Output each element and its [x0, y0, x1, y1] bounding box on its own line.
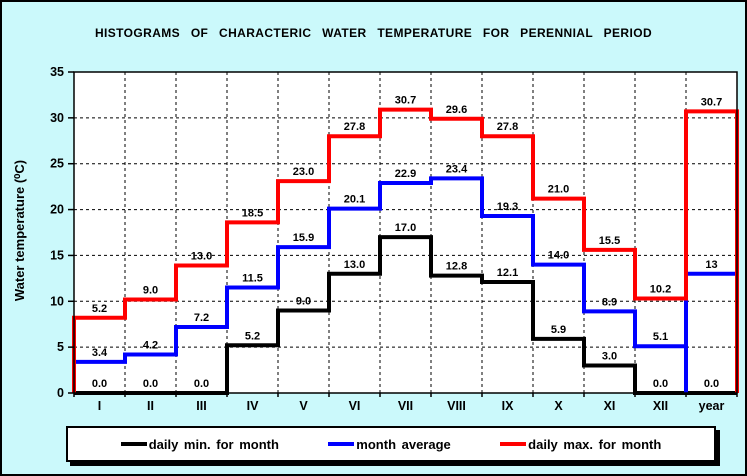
chart-title: HISTOGRAMS OF CHARACTERIC WATER TEMPERAT…	[94, 26, 653, 40]
series-path-month-average	[74, 176, 737, 364]
x-tick-label: I	[98, 399, 101, 413]
value-label: 3.4	[92, 347, 108, 359]
y-tick-label: 30	[50, 111, 64, 125]
value-label: 14.0	[548, 250, 569, 262]
value-label: 0.0	[92, 378, 107, 390]
value-label: 13.0	[191, 251, 212, 263]
value-label: 19.3	[497, 201, 518, 213]
value-label: 17.0	[395, 222, 416, 234]
value-label: 13.0	[344, 259, 365, 271]
value-label: 20.1	[344, 194, 365, 206]
value-label: 22.9	[395, 168, 416, 180]
x-tick-label: year	[699, 399, 725, 413]
plot-frame	[73, 71, 738, 394]
value-label: 0.0	[704, 378, 719, 390]
x-tick-label: X	[554, 399, 563, 413]
value-label: 13	[705, 259, 717, 271]
y-tick-label: 15	[50, 248, 64, 262]
value-label: 15.5	[599, 235, 620, 247]
value-label: 0.0	[653, 378, 668, 390]
value-label: 0.0	[143, 378, 158, 390]
value-label: 15.9	[293, 232, 314, 244]
legend-label-daily-min: daily min. for month	[148, 436, 279, 452]
value-label: 9.0	[296, 295, 311, 307]
value-label: 23.0	[293, 166, 314, 178]
x-tick-label: VI	[349, 399, 361, 413]
legend-entry-daily-max: daily max. for month	[500, 437, 661, 452]
series-path-daily-max-for-month	[72, 107, 739, 393]
x-tick-label: IX	[502, 399, 514, 413]
value-label: 8.9	[602, 296, 617, 308]
series-path-daily-min-for-month	[74, 235, 737, 395]
legend-entry-daily-min: daily min. for month	[120, 436, 279, 452]
value-label: 0.0	[194, 378, 209, 390]
plot-area	[74, 72, 737, 393]
value-label: 10.2	[650, 284, 671, 296]
y-tick-label: 5	[57, 340, 64, 354]
value-label: 23.4	[446, 163, 468, 175]
y-tick-label: 35	[50, 65, 64, 79]
daily-min-line-swatch-icon	[120, 442, 147, 446]
value-label: 4.2	[143, 339, 158, 351]
y-tick-label: 25	[50, 157, 64, 171]
y-tick-label: 0	[57, 386, 64, 400]
x-tick-label: II	[147, 399, 154, 413]
value-label: 12.1	[497, 267, 518, 279]
value-label: 27.8	[497, 121, 518, 133]
y-tick-label: 10	[50, 294, 64, 308]
value-label: 5.2	[245, 330, 260, 342]
x-tick-label: IV	[247, 399, 259, 413]
value-label: 5.9	[551, 324, 566, 336]
daily-max-line-swatch-icon	[500, 442, 527, 446]
value-label: 12.8	[446, 261, 467, 273]
legend-entry-month-average: month average	[328, 436, 451, 452]
x-tick-label: VIII	[447, 399, 466, 413]
legend-label-daily-max: daily max. for month	[528, 436, 662, 452]
x-tick-label: V	[299, 399, 308, 413]
value-label: 30.7	[701, 96, 722, 108]
x-tick-label: III	[196, 399, 206, 413]
month-average-line-swatch-icon	[328, 442, 355, 446]
value-label: 18.5	[242, 207, 263, 219]
value-label: 27.8	[344, 121, 365, 133]
legend-label-month-average: month average	[356, 436, 451, 452]
value-label: 3.0	[602, 350, 617, 362]
legend: daily min. for month month average daily…	[66, 426, 716, 462]
value-label: 11.5	[242, 273, 263, 285]
value-label: 21.0	[548, 184, 569, 196]
value-label: 5.2	[92, 303, 107, 315]
x-tick-label: XI	[604, 399, 616, 413]
value-label: 29.6	[446, 104, 467, 116]
y-tick-label: 20	[50, 203, 64, 217]
x-tick-label: VII	[398, 399, 413, 413]
value-label: 7.2	[194, 312, 209, 324]
x-tick-label: XII	[653, 399, 668, 413]
value-label: 5.1	[653, 331, 668, 343]
value-label: 9.0	[143, 284, 158, 296]
value-label: 30.7	[395, 95, 416, 107]
